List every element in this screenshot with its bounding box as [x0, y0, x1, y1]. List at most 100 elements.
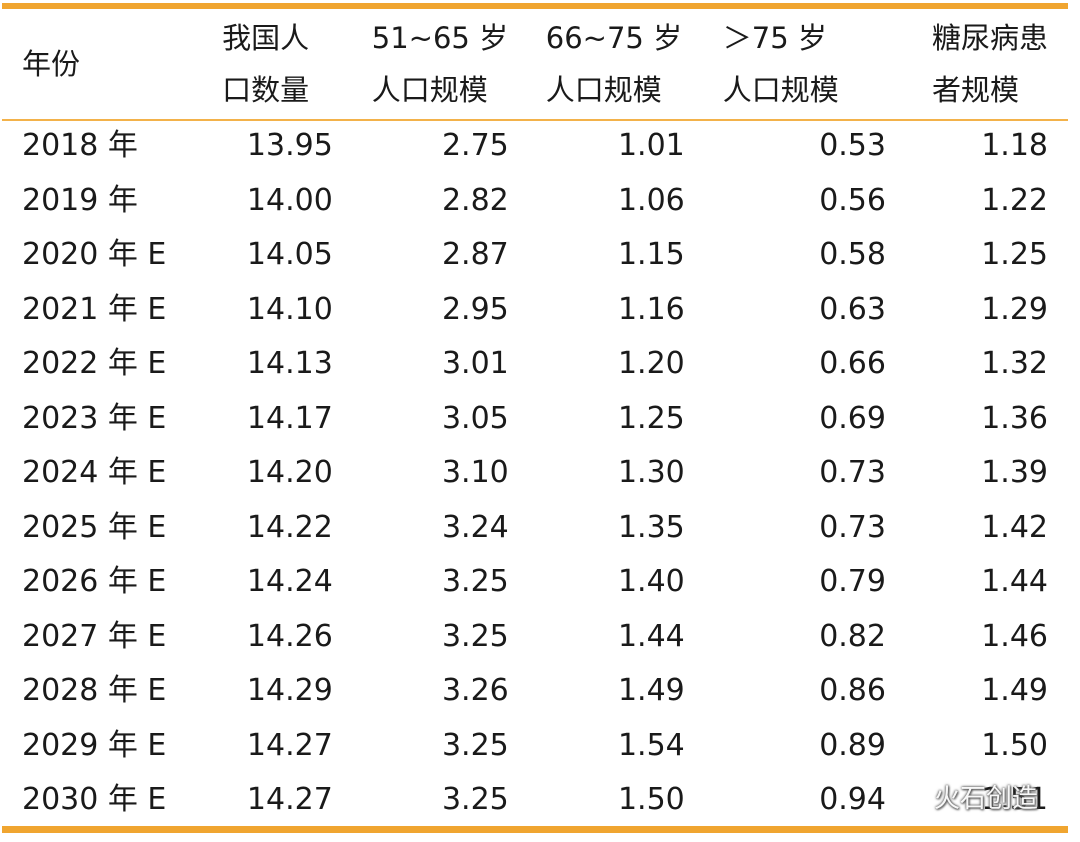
table-row: 2030 年 E 14.27 3.25 1.50 0.94 1.51 [0, 773, 1070, 828]
value-cell: 3.25 [441, 782, 509, 817]
value-cell: 1.54 [617, 727, 685, 763]
year-cell: 2024 年 E [22, 455, 167, 490]
value-cell: 1.06 [617, 182, 685, 218]
table-row: 2018 年 13.95 2.75 1.01 0.53 1.18 [0, 119, 1070, 174]
value-cell: 1.32 [981, 346, 1048, 381]
top-rule [2, 3, 1068, 9]
value-cell: 1.01 [617, 128, 685, 163]
column-header-line: 糖尿病患 [931, 21, 1048, 55]
population-diabetes-table: 年份 我国人 口数量 51~65 岁人口规模 66~75 岁人口规模 ＞75 岁人口规模糖… [0, 9, 1070, 828]
year-cell: 2019 年 [22, 182, 138, 218]
value-cell: 14.22 [246, 509, 333, 545]
table-row: 2021 年 E 14.10 2.95 1.16 0.63 1.29 [0, 283, 1070, 338]
year-cell: 2030 年 E [22, 782, 167, 817]
value-cell: 14.20 [246, 455, 333, 490]
column-header-line: 人口规模 [545, 73, 662, 107]
column-header-line: 口数量 [222, 73, 310, 107]
column-header-line: 人口规模 [371, 73, 488, 107]
value-cell: 3.05 [441, 400, 509, 436]
column-header-3: 66~75 岁人口规模 [516, 9, 693, 119]
value-cell: 1.50 [617, 782, 685, 817]
value-cell: 1.22 [981, 182, 1048, 218]
year-cell: 2022 年 E [22, 346, 167, 381]
value-cell: 1.15 [617, 237, 685, 272]
year-cell: 2025 年 E [22, 509, 167, 545]
value-cell: 0.89 [819, 727, 886, 763]
column-header-0: 年份 [0, 9, 192, 119]
value-cell: 3.01 [441, 346, 509, 381]
value-cell: 1.44 [617, 618, 685, 654]
value-cell: 1.44 [981, 564, 1048, 599]
watermark: 火石创造 [890, 776, 1038, 816]
value-cell: 1.51 [981, 782, 1048, 817]
value-cell: 3.25 [441, 564, 509, 599]
wechat-icon [890, 781, 926, 809]
value-cell: 0.69 [819, 400, 886, 436]
table-row: 2027 年 E 14.26 3.25 1.44 0.82 1.46 [0, 610, 1070, 665]
value-cell: 1.42 [981, 509, 1048, 545]
value-cell: 14.26 [246, 618, 333, 654]
value-cell: 0.73 [819, 509, 886, 545]
column-header-2: 51~65 岁人口规模 [339, 9, 516, 119]
value-cell: 0.63 [819, 291, 886, 327]
year-cell: 2028 年 E [22, 673, 167, 708]
column-header-5: 糖尿病患 者规模 [892, 9, 1070, 119]
value-cell: 1.46 [981, 618, 1048, 654]
watermark-text: 火石创造 [934, 783, 1039, 814]
value-cell: 1.49 [617, 673, 685, 708]
value-cell: 1.20 [617, 346, 685, 381]
value-cell: 2.82 [441, 182, 509, 218]
year-cell: 2020 年 E [22, 237, 167, 272]
table-row: 2023 年 E 14.17 3.05 1.25 0.69 1.36 [0, 392, 1070, 447]
value-cell: 0.53 [819, 128, 886, 163]
value-cell: 1.35 [617, 509, 685, 545]
bottom-rule [2, 826, 1068, 833]
value-cell: 0.58 [819, 237, 886, 272]
value-cell: 1.25 [617, 400, 685, 436]
value-cell: 1.40 [617, 564, 685, 599]
value-cell: 2.75 [441, 128, 509, 163]
value-cell: 3.25 [441, 727, 509, 763]
value-cell: 14.27 [246, 782, 333, 817]
value-cell: 14.13 [246, 346, 333, 381]
table-row: 2022 年 E 14.13 3.01 1.20 0.66 1.32 [0, 337, 1070, 392]
value-cell: 0.73 [819, 455, 886, 490]
value-cell: 14.29 [246, 673, 333, 708]
header-row: 年份 我国人 口数量 51~65 岁人口规模 66~75 岁人口规模 ＞75 岁人口规模糖… [0, 9, 1070, 119]
year-cell: 2027 年 E [22, 618, 167, 654]
table-row: 2020 年 E 14.05 2.87 1.15 0.58 1.25 [0, 228, 1070, 283]
column-header-line: 我国人 [222, 21, 310, 55]
value-cell: 1.18 [981, 128, 1048, 163]
column-header-4: ＞75 岁人口规模 [693, 9, 892, 119]
value-cell: 2.87 [441, 237, 509, 272]
column-header-line: 人口规模 [722, 73, 839, 107]
value-cell: 14.05 [246, 237, 333, 272]
value-cell: 3.25 [441, 618, 509, 654]
value-cell: 0.86 [819, 673, 886, 708]
year-cell: 2023 年 E [22, 400, 167, 436]
value-cell: 3.24 [441, 509, 509, 545]
value-cell: 14.17 [246, 400, 333, 436]
value-cell: 1.36 [981, 400, 1048, 436]
value-cell: 14.10 [246, 291, 333, 327]
column-header-line: 者规模 [931, 73, 1019, 107]
table-row: 2029 年 E 14.27 3.25 1.54 0.89 1.50 [0, 719, 1070, 774]
year-cell: 2018 年 [22, 128, 138, 163]
year-cell: 2021 年 E [22, 291, 167, 327]
table-body: 2018 年 13.95 2.75 1.01 0.53 1.18 2019 年 14.00 2.… [0, 119, 1070, 828]
value-cell: 0.94 [819, 782, 886, 817]
value-cell: 1.30 [617, 455, 685, 490]
column-header-line: 66~75 岁 [545, 21, 683, 55]
column-header-line: ＞75 岁 [722, 21, 827, 55]
value-cell: 0.66 [819, 346, 886, 381]
header-rule [2, 119, 1068, 121]
table-row: 2026 年 E 14.24 3.25 1.40 0.79 1.44 [0, 555, 1070, 610]
value-cell: 14.00 [246, 182, 333, 218]
value-cell: 13.95 [246, 128, 333, 163]
value-cell: 0.82 [819, 618, 886, 654]
table-header: 年份 我国人 口数量 51~65 岁人口规模 66~75 岁人口规模 ＞75 岁人口规模糖… [0, 9, 1070, 119]
year-cell: 2029 年 E [22, 727, 167, 763]
value-cell: 1.49 [981, 673, 1048, 708]
value-cell: 0.56 [819, 182, 886, 218]
